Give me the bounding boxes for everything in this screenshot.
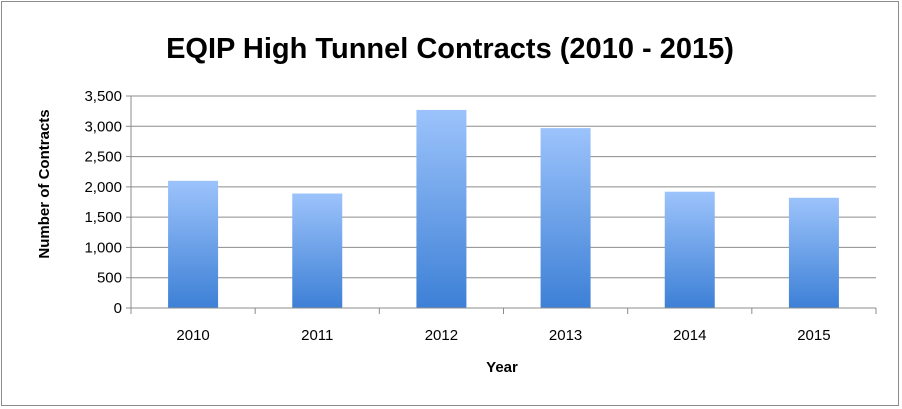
x-tick-label: 2014 bbox=[673, 327, 706, 344]
chart-title: EQIP High Tunnel Contracts (2010 - 2015) bbox=[166, 33, 734, 65]
y-tick-label: 1,500 bbox=[84, 209, 122, 226]
x-tick-label: 2010 bbox=[176, 327, 209, 344]
bar bbox=[788, 197, 839, 308]
bar bbox=[540, 128, 591, 308]
x-tick-label: 2015 bbox=[797, 327, 830, 344]
y-tick-label: 500 bbox=[97, 270, 122, 287]
y-tick-label: 2,500 bbox=[84, 149, 122, 166]
gridlines bbox=[131, 95, 876, 279]
tick-labels: 0 500 1,000 1,500 2,000 2,500 3,000 3,500 2010 20… bbox=[84, 88, 830, 344]
bar bbox=[168, 180, 219, 308]
y-tick-label: 3,000 bbox=[84, 118, 122, 135]
bar bbox=[664, 191, 715, 308]
bars bbox=[168, 109, 839, 308]
x-axis-label: Year bbox=[486, 359, 518, 376]
y-tick-label: 3,500 bbox=[84, 88, 122, 105]
y-tick-label: 0 bbox=[114, 300, 122, 317]
axes bbox=[126, 95, 877, 314]
y-axis-label: Number of Contracts bbox=[36, 109, 53, 258]
y-tick-label: 2,000 bbox=[84, 179, 122, 196]
x-tick-label: 2012 bbox=[425, 327, 458, 344]
x-tick-label: 2011 bbox=[301, 327, 333, 344]
bar bbox=[292, 193, 343, 308]
y-tick-label: 1,000 bbox=[84, 239, 122, 256]
bar bbox=[416, 109, 467, 308]
x-tick-label: 2013 bbox=[549, 327, 582, 344]
